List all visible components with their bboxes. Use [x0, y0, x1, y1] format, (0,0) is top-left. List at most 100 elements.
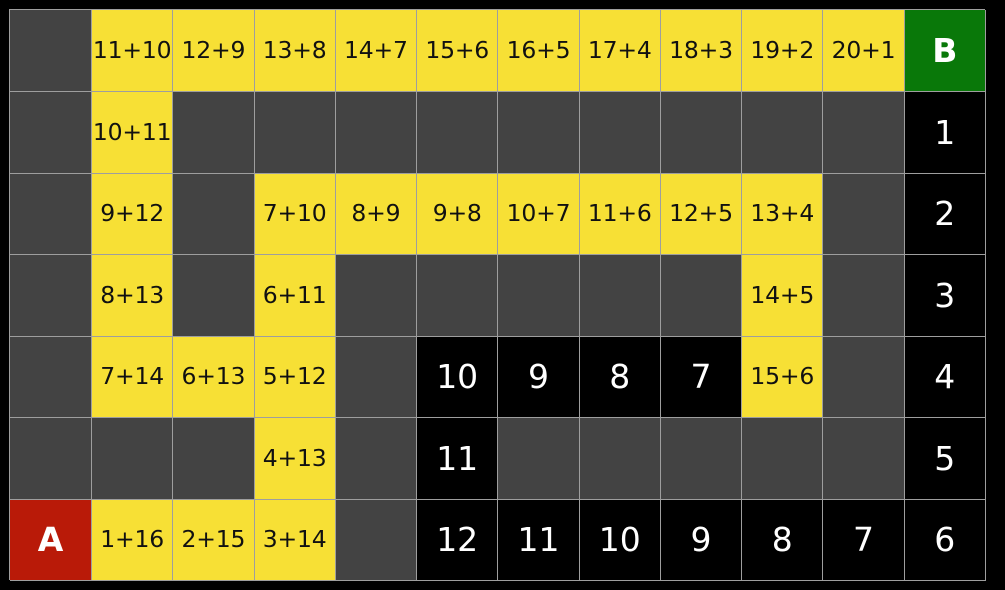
empty-cell[interactable] [498, 255, 580, 337]
empty-cell[interactable] [823, 336, 905, 418]
cell-label: 9 [527, 357, 549, 397]
number-cell[interactable]: 1 [904, 92, 986, 174]
sum-cell[interactable]: 18+3 [660, 10, 743, 92]
start-cell[interactable]: A [10, 499, 92, 581]
sum-cell[interactable]: 20+1 [823, 10, 905, 92]
empty-cell[interactable] [823, 92, 905, 174]
sum-cell[interactable]: 8+9 [335, 173, 418, 255]
empty-cell[interactable] [742, 92, 824, 174]
empty-cell[interactable] [173, 173, 255, 255]
empty-cell[interactable] [254, 92, 336, 174]
cell-label: 11+6 [587, 199, 652, 227]
cell-label: 12 [436, 520, 479, 560]
empty-cell[interactable] [498, 418, 580, 500]
cell-label: 11+10 [92, 35, 172, 64]
sum-cell[interactable]: 14+5 [742, 255, 824, 337]
sum-cell[interactable]: 19+2 [742, 10, 824, 92]
sum-cell[interactable]: 13+4 [742, 173, 824, 255]
empty-cell[interactable] [660, 255, 743, 337]
empty-cell[interactable] [335, 499, 418, 581]
number-cell[interactable]: 9 [660, 499, 743, 581]
empty-cell[interactable] [498, 92, 580, 174]
sum-cell[interactable]: 2+15 [173, 499, 255, 581]
empty-cell[interactable] [10, 336, 92, 418]
number-cell[interactable]: 7 [660, 336, 743, 418]
number-cell[interactable]: 9 [498, 336, 580, 418]
cell-label: 7+10 [262, 199, 327, 227]
number-cell[interactable]: 3 [904, 255, 986, 337]
cell-label: 20+1 [831, 35, 896, 64]
empty-cell[interactable] [335, 255, 418, 337]
empty-cell[interactable] [335, 418, 418, 500]
empty-cell[interactable] [823, 255, 905, 337]
cell-label: 4+13 [262, 443, 327, 472]
cell-label: 18+3 [669, 35, 733, 64]
empty-cell[interactable] [660, 418, 743, 500]
number-cell[interactable]: 7 [823, 499, 905, 581]
empty-cell[interactable] [579, 92, 661, 174]
sum-cell[interactable]: 17+4 [579, 10, 661, 92]
sum-cell[interactable]: 12+5 [660, 173, 743, 255]
sum-cell[interactable]: 15+6 [417, 10, 499, 92]
empty-cell[interactable] [660, 92, 743, 174]
empty-cell[interactable] [335, 92, 418, 174]
cell-label: A [37, 520, 64, 560]
sum-cell[interactable]: 9+8 [417, 173, 499, 255]
sum-cell[interactable]: 13+8 [254, 10, 336, 92]
number-cell[interactable]: 6 [904, 499, 986, 581]
empty-cell[interactable] [92, 418, 174, 500]
sum-cell[interactable]: 6+11 [254, 255, 336, 337]
empty-cell[interactable] [823, 173, 905, 255]
number-cell[interactable]: 4 [904, 336, 986, 418]
empty-cell[interactable] [10, 173, 92, 255]
empty-cell[interactable] [335, 336, 418, 418]
number-cell[interactable]: 12 [417, 499, 499, 581]
number-cell[interactable]: 11 [498, 499, 580, 581]
goal-cell[interactable]: B [904, 10, 986, 92]
empty-cell[interactable] [10, 10, 92, 92]
sum-cell[interactable]: 10+7 [498, 173, 580, 255]
cell-label: 6 [934, 520, 956, 560]
empty-cell[interactable] [173, 92, 255, 174]
empty-cell[interactable] [742, 418, 824, 500]
sum-cell[interactable]: 3+14 [254, 499, 336, 581]
sum-cell[interactable]: 7+14 [92, 336, 174, 418]
empty-cell[interactable] [10, 255, 92, 337]
empty-cell[interactable] [10, 418, 92, 500]
sum-cell[interactable]: 5+12 [254, 336, 336, 418]
sum-cell[interactable]: 14+7 [335, 10, 418, 92]
number-cell[interactable]: 2 [904, 173, 986, 255]
number-cell[interactable]: 10 [417, 336, 499, 418]
number-cell[interactable]: 8 [579, 336, 661, 418]
sum-cell[interactable]: 11+6 [579, 173, 661, 255]
number-cell[interactable]: 11 [417, 418, 499, 500]
cell-label: 5+12 [262, 362, 327, 390]
number-cell[interactable]: 5 [904, 418, 986, 500]
sum-cell[interactable]: 16+5 [498, 10, 580, 92]
sum-cell[interactable]: 1+16 [92, 499, 174, 581]
sum-cell[interactable]: 11+10 [92, 10, 174, 92]
number-cell[interactable]: 10 [579, 499, 661, 581]
cell-label: 12+5 [669, 199, 733, 227]
sum-cell[interactable]: 7+10 [254, 173, 336, 255]
sum-cell[interactable]: 6+13 [173, 336, 255, 418]
sum-cell[interactable]: 8+13 [92, 255, 174, 337]
empty-cell[interactable] [579, 255, 661, 337]
number-cell[interactable]: 8 [742, 499, 824, 581]
cell-label: 11 [517, 520, 560, 560]
empty-cell[interactable] [173, 255, 255, 337]
empty-cell[interactable] [823, 418, 905, 500]
empty-cell[interactable] [579, 418, 661, 500]
empty-cell[interactable] [417, 255, 499, 337]
cell-label: 8+9 [351, 199, 401, 227]
sum-cell[interactable]: 10+11 [92, 92, 174, 174]
sum-cell[interactable]: 12+9 [173, 10, 255, 92]
sum-cell[interactable]: 15+6 [742, 336, 824, 418]
empty-cell[interactable] [10, 92, 92, 174]
sum-cell[interactable]: 9+12 [92, 173, 174, 255]
sum-cell[interactable]: 4+13 [254, 418, 336, 500]
cell-label: 12+9 [181, 35, 246, 64]
empty-cell[interactable] [173, 418, 255, 500]
empty-cell[interactable] [417, 92, 499, 174]
